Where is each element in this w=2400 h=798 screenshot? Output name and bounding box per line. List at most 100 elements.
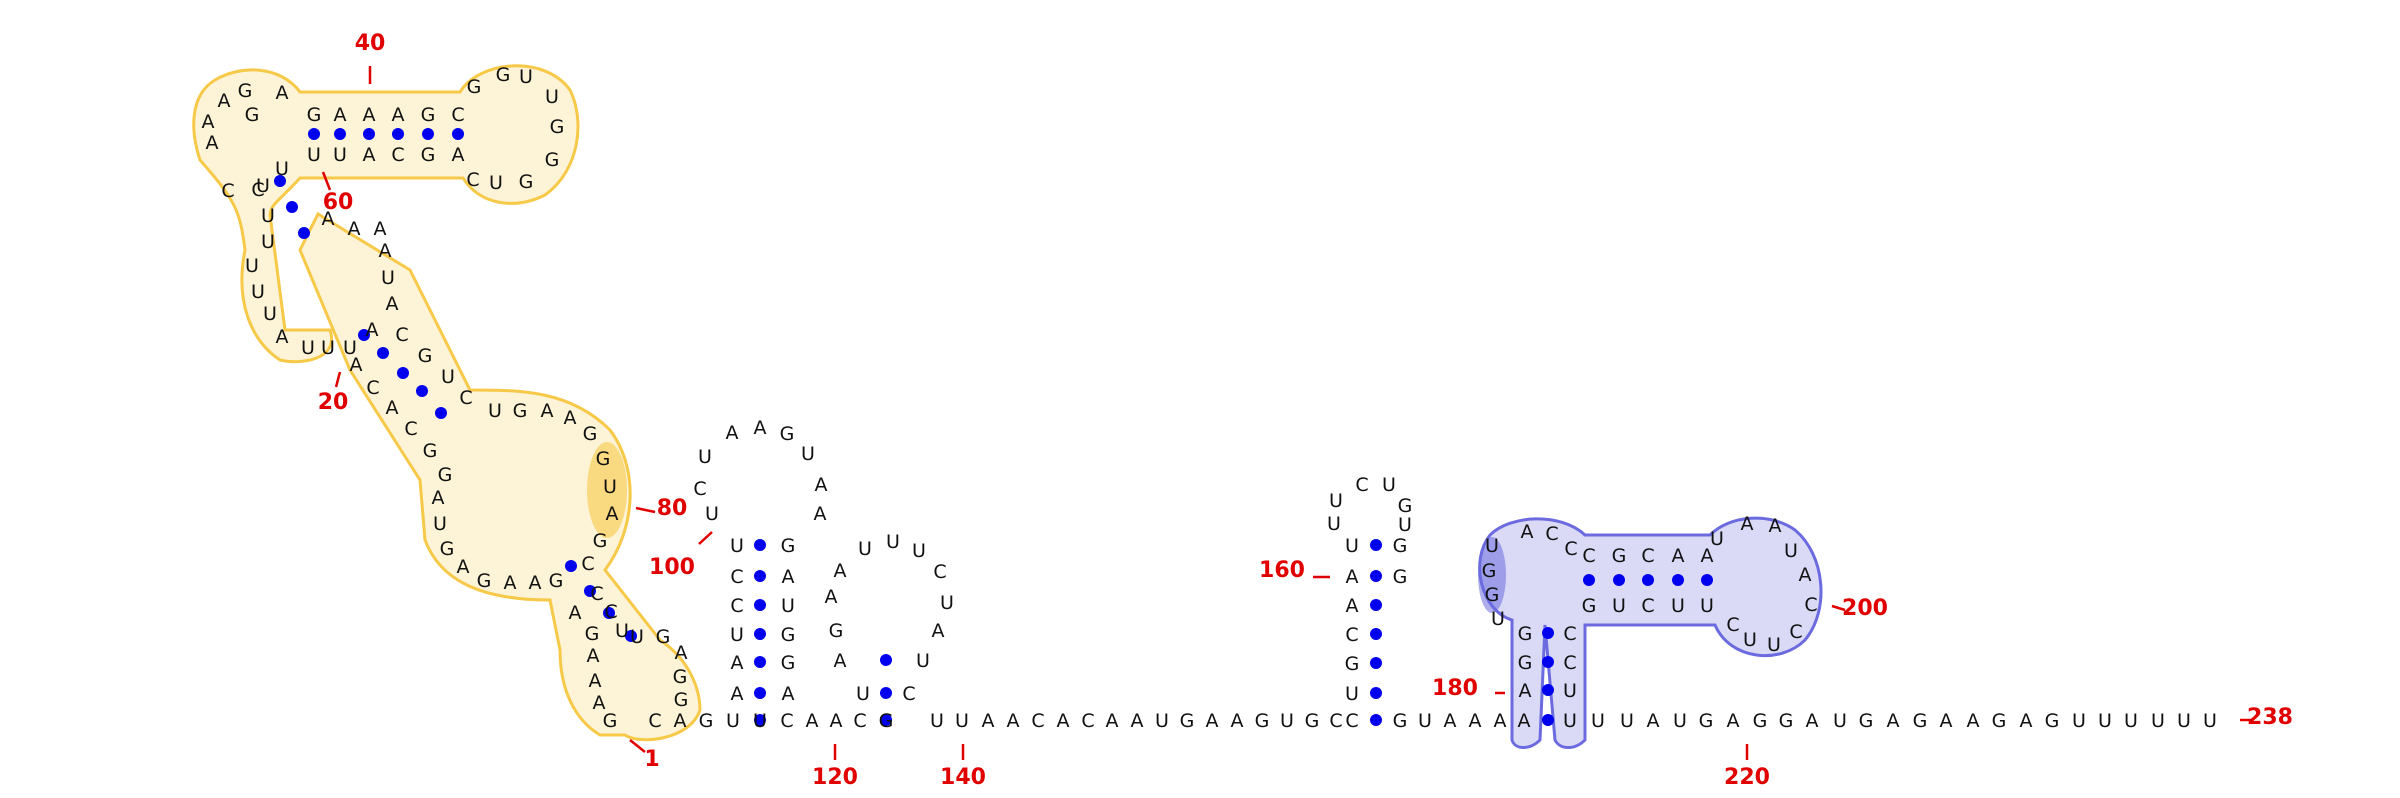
nucleotide: U	[381, 267, 395, 289]
base-pair-dot	[754, 714, 766, 726]
base-pair-dot	[584, 585, 596, 597]
nucleotide: G	[477, 570, 492, 592]
nucleotide: G	[545, 149, 560, 171]
position-tick	[334, 371, 342, 388]
nucleotide: G	[1485, 584, 1500, 606]
base-pair-dot	[1370, 687, 1382, 699]
nucleotide: U	[1345, 683, 1359, 705]
nucleotide: U	[615, 620, 629, 642]
nucleotide: A	[1521, 521, 1534, 543]
nucleotide: U	[1280, 710, 1294, 732]
nucleotide: A	[726, 422, 739, 444]
nucleotide: A	[589, 670, 602, 692]
nucleotide: A	[1887, 710, 1900, 732]
nucleotide: C	[780, 710, 793, 732]
base-pair-dot	[274, 175, 286, 187]
nucleotide: A	[432, 487, 445, 509]
nucleotide: U	[441, 366, 455, 388]
nucleotide: U	[781, 595, 795, 617]
base-pair-dot	[565, 560, 577, 572]
nucleotide: U	[251, 281, 265, 303]
base-pair-dot	[1701, 574, 1713, 586]
base-pair-dot	[880, 687, 892, 699]
nucleotide: C	[1641, 545, 1654, 567]
nucleotide: C	[404, 418, 417, 440]
position-label: 40	[355, 31, 386, 56]
base-pair-dot	[754, 687, 766, 699]
base-pair-dot	[1542, 627, 1554, 639]
nucleotide: A	[814, 503, 827, 525]
nucleotide: A	[1206, 710, 1219, 732]
nucleotide: A	[2020, 710, 2033, 732]
nucleotide: U	[1700, 595, 1714, 617]
nucleotide: A	[206, 132, 219, 154]
position-label: 20	[318, 390, 349, 415]
base-pair-dot	[625, 630, 637, 642]
nucleotide: A	[276, 82, 289, 104]
nucleotide: G	[496, 64, 511, 86]
nucleotide: U	[912, 540, 926, 562]
nucleotide: U	[1767, 634, 1781, 656]
nucleotide: A	[815, 474, 828, 496]
nucleotide: A	[806, 710, 819, 732]
nucleotide: G	[519, 171, 534, 193]
nucleotide: G	[421, 144, 436, 166]
nucleotide: A	[1727, 710, 1740, 732]
base-pair-dot	[397, 367, 409, 379]
nucleotide: G	[1393, 566, 1408, 588]
nucleotide: G	[603, 710, 618, 732]
nucleotide: C	[581, 553, 594, 575]
nucleotide: U	[1710, 528, 1724, 550]
nucleotide: G	[1913, 710, 1928, 732]
nucleotide: G	[513, 400, 528, 422]
nucleotide: G	[438, 464, 453, 486]
base-pair-dot	[1370, 657, 1382, 669]
nucleotide: C	[1345, 710, 1358, 732]
nucleotide: A	[322, 208, 335, 230]
nucleotide: C	[466, 169, 479, 191]
nucleotide: U	[2098, 710, 2112, 732]
nucleotide: A	[1940, 710, 1953, 732]
nucleotide: U	[1155, 710, 1169, 732]
nucleotide: U	[2177, 710, 2191, 732]
nucleotide: A	[982, 710, 995, 732]
nucleotide: A	[1647, 710, 1660, 732]
nucleotide: G	[656, 626, 671, 648]
nucleotide: A	[392, 104, 405, 126]
nucleotide: G	[1393, 710, 1408, 732]
nucleotide: C	[221, 180, 234, 202]
nucleotide: A	[606, 503, 619, 525]
nucleotide: U	[603, 476, 617, 498]
nucleotide: C	[933, 561, 946, 583]
base-pair-dot	[363, 128, 375, 140]
nucleotide: A	[363, 144, 376, 166]
nucleotide: G	[1699, 710, 1714, 732]
position-label: 200	[1842, 596, 1888, 621]
nucleotide: U	[698, 446, 712, 468]
nucleotide: A	[754, 417, 767, 439]
nucleotide: A	[1057, 710, 1070, 732]
nucleotide: A	[1469, 710, 1482, 732]
nucleotide: A	[675, 642, 688, 664]
nucleotide: A	[374, 218, 387, 240]
nucleotide: A	[1346, 566, 1359, 588]
nucleotide: A	[932, 620, 945, 642]
position-label: 120	[812, 765, 858, 790]
nucleotide: U	[1671, 595, 1685, 617]
base-pair-dot	[1370, 599, 1382, 611]
nucleotide: U	[1345, 535, 1359, 557]
base-pair-dot	[392, 128, 404, 140]
base-pair-dot	[358, 329, 370, 341]
nucleotide: A	[1701, 545, 1714, 567]
nucleotide: U	[245, 255, 259, 277]
nucleotide: A	[529, 572, 542, 594]
nucleotide: C	[1804, 594, 1817, 616]
base-pair-dot	[880, 714, 892, 726]
base-pair-dot	[1583, 574, 1595, 586]
nucleotide: G	[1398, 495, 1413, 517]
nucleotide: U	[1673, 710, 1687, 732]
nucleotide: A	[363, 104, 376, 126]
nucleotide: U	[726, 710, 740, 732]
nucleotide: G	[829, 620, 844, 642]
